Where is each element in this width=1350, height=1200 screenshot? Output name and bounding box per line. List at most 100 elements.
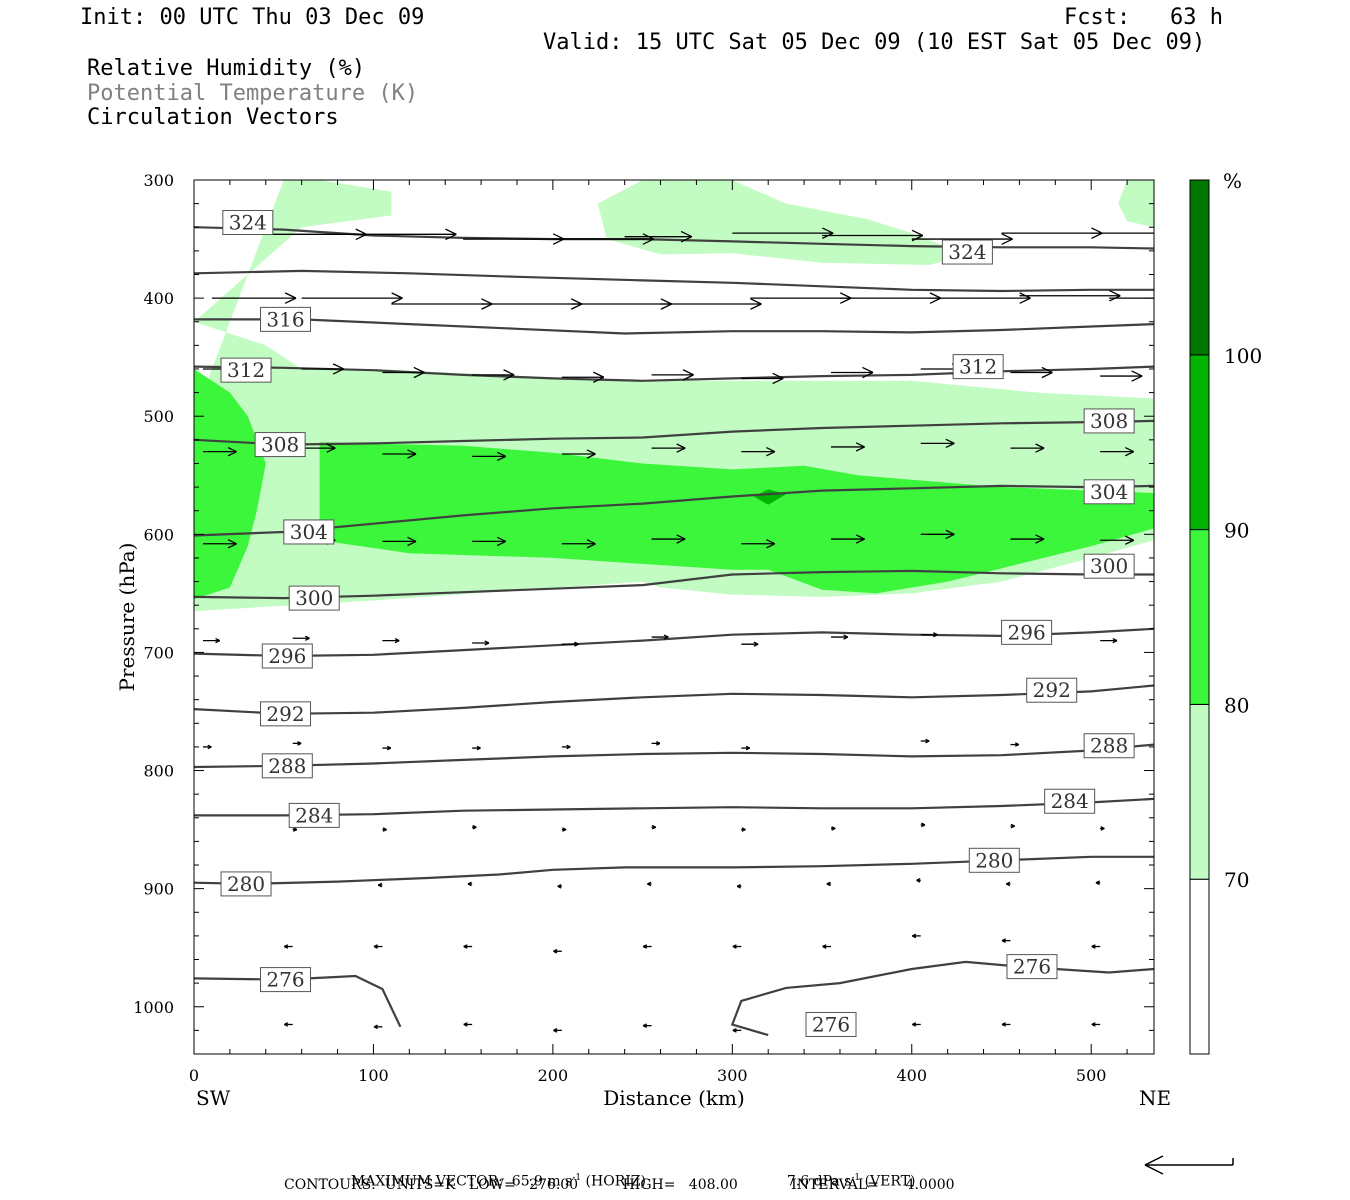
theta-contour-288	[194, 743, 1154, 769]
vector-arrow	[292, 827, 298, 832]
vector-arrow	[1091, 944, 1101, 949]
vector-arrow	[624, 230, 693, 243]
vector-arrow	[301, 292, 403, 304]
vector-arrow	[651, 534, 686, 544]
svg-text:280: 280	[227, 872, 265, 896]
y-tick-label: 600	[143, 525, 174, 544]
vector-arrow	[382, 745, 392, 751]
x-tick-label: 300	[717, 1066, 748, 1085]
contour-label-276: 276	[805, 1011, 857, 1037]
rh-region-70-1	[597, 180, 966, 265]
contour-label-284: 284	[288, 802, 340, 828]
colorbar-level-label: 70	[1224, 868, 1249, 892]
vector-arrow	[284, 1022, 293, 1027]
max-vector-horiz-value: MAXIMUM VECTOR: 65.9 m s	[350, 1173, 573, 1190]
vector-arrow	[561, 827, 567, 832]
vector-arrow	[463, 944, 473, 949]
vector-arrow	[382, 536, 417, 547]
svg-text:324: 324	[229, 211, 267, 235]
colorbar-segment	[1189, 529, 1210, 705]
vector-arrow	[463, 1022, 473, 1027]
vector-arrow	[355, 228, 457, 241]
vector-arrow	[741, 641, 759, 647]
tick-layer: 0 100 200 300 400 500 300 400 500 600 700 800 900 100…	[133, 171, 1154, 1085]
rh-region-80-4	[319, 442, 1154, 594]
x-tick-label: 200	[538, 1066, 569, 1085]
theta-contour-300	[194, 569, 1154, 600]
svg-text:304: 304	[1090, 480, 1128, 504]
vector-arrow	[561, 744, 571, 750]
contour-label-284: 284	[1044, 788, 1096, 814]
contour-label-300: 300	[288, 585, 340, 611]
field-vectors-title: Circulation Vectors	[87, 105, 339, 130]
svg-text:288: 288	[1090, 734, 1128, 758]
vector-arrow	[1001, 1022, 1011, 1027]
vector-arrow	[561, 539, 596, 549]
vector-arrow	[382, 827, 387, 832]
theta-contour-292	[194, 684, 1154, 715]
vector-arrow	[211, 292, 297, 304]
vector-arrow	[1109, 297, 1154, 299]
vector-arrow	[292, 635, 310, 641]
max-vector-horiz-exp: -1	[572, 1173, 582, 1183]
contour-label-276: 276	[1006, 954, 1058, 980]
theta-contour-276	[194, 974, 402, 1028]
svg-text:276: 276	[812, 1012, 850, 1036]
vector-arrow	[481, 298, 583, 310]
vector-arrow	[831, 442, 865, 452]
contour-label-308: 308	[1083, 408, 1135, 434]
vector-arrow	[265, 228, 367, 241]
vector-arrow	[292, 741, 302, 746]
y-axis-label: Pressure (hPa)	[115, 543, 139, 692]
contour-label-288: 288	[261, 753, 313, 779]
contour-label-layer: 324 324 316 312 312 308 308 304 304 300 300 296 296 2…	[220, 210, 1135, 1037]
theta-contour-284	[194, 797, 1154, 817]
contour-label-308: 308	[254, 432, 306, 458]
vector-layer	[202, 227, 1154, 1033]
max-vector-vert: 7.6 dPa s-1 (VERT)	[778, 1157, 916, 1190]
reference-arrow-icon	[1144, 1155, 1234, 1175]
theta-contour-304	[194, 484, 1154, 537]
vector-arrow	[553, 1028, 562, 1033]
vector-arrow	[1001, 227, 1103, 239]
svg-text:304: 304	[290, 520, 328, 544]
plot-frame	[193, 179, 1155, 1055]
vector-arrow	[1010, 534, 1045, 544]
vector-arrow	[920, 738, 930, 744]
theta-contour-312	[194, 365, 1154, 382]
vector-arrow	[920, 438, 955, 449]
vector-arrow	[831, 826, 836, 831]
vector-arrow	[1010, 366, 1053, 379]
vector-arrow	[472, 640, 490, 646]
vector-arrow	[651, 824, 657, 830]
vector-arrow	[741, 372, 784, 385]
vector-arrow	[472, 536, 507, 547]
contour-label-304: 304	[283, 519, 335, 545]
vector-arrow	[1019, 289, 1121, 302]
vector-arrow	[373, 944, 383, 949]
vector-arrow	[826, 881, 832, 887]
svg-text:316: 316	[266, 307, 304, 331]
max-vector-line: MAXIMUM VECTOR: 65.9 m s-1 (HORIZ)	[342, 1157, 646, 1190]
vector-arrow	[472, 451, 507, 462]
vector-arrow	[472, 369, 515, 381]
vector-arrow	[651, 634, 669, 640]
svg-text:284: 284	[1051, 789, 1089, 813]
svg-text:312: 312	[959, 355, 997, 379]
colorbar-level-label: 80	[1224, 693, 1249, 717]
forecast-hour: Fcst: 63 h	[1064, 5, 1223, 30]
vector-arrow	[202, 744, 212, 750]
vector-arrow	[642, 944, 652, 949]
contour-label-292: 292	[260, 701, 312, 727]
y-tick-label: 700	[143, 643, 174, 662]
init-time: Init: 00 UTC Thu 03 Dec 09	[80, 5, 425, 30]
x-tick-label: 0	[189, 1066, 199, 1085]
vector-arrow	[1005, 881, 1011, 887]
vector-arrow	[1100, 446, 1135, 457]
svg-text:284: 284	[295, 803, 333, 827]
x-axis-label: Distance (km)	[603, 1086, 745, 1110]
contour-label-280: 280	[968, 847, 1020, 873]
vector-arrow	[651, 443, 686, 453]
y-tick-label: 400	[143, 289, 174, 308]
vector-arrow	[916, 878, 921, 883]
